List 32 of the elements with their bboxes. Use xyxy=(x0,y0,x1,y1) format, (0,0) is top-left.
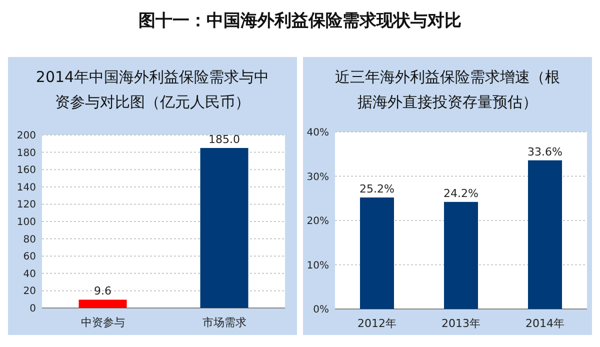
y-tick-label: 10% xyxy=(306,260,329,272)
y-tick-label: 180 xyxy=(16,148,36,159)
y-tick-label: 160 xyxy=(16,165,36,176)
y-tick-label: 120 xyxy=(16,200,36,211)
chart-title: 近三年海外利益保险需求增速（根据海外直接投资存量预估） xyxy=(335,68,560,111)
x-tick-label: 2013年 xyxy=(442,317,480,330)
data-label: 25.2% xyxy=(360,182,394,196)
y-tick-label: 140 xyxy=(16,182,36,194)
chart-title: 2014年中国海外利益保险需求与中资参与对比图（亿元人民币） xyxy=(36,68,270,111)
y-tick-label: 30% xyxy=(306,172,329,183)
x-tick-label: 2012年 xyxy=(358,317,396,330)
y-tick-label: 80 xyxy=(23,234,36,246)
y-tick-label: 40% xyxy=(306,128,329,138)
x-tick-label: 市场需求 xyxy=(202,316,246,329)
x-tick-label: 中资参与 xyxy=(80,316,125,329)
data-label: 33.6% xyxy=(528,145,562,158)
bar xyxy=(528,160,562,309)
bar xyxy=(444,202,478,309)
y-tick-label: 40 xyxy=(23,268,36,280)
data-label: 9.6 xyxy=(94,284,112,298)
x-tick-label: 2014年 xyxy=(526,317,564,330)
y-tick-label: 100 xyxy=(16,217,36,228)
y-tick-label: 200 xyxy=(16,130,36,142)
data-label: 185.0 xyxy=(208,132,240,146)
bar xyxy=(360,197,394,309)
text: 图十一：中国海外利益保险需求现状与对比 xyxy=(138,11,462,31)
y-tick-label: 0 xyxy=(30,304,36,314)
y-tick-label: 60 xyxy=(23,252,36,263)
y-tick-label: 20% xyxy=(306,216,329,227)
y-tick-label: 0% xyxy=(313,304,329,316)
data-label: 24.2% xyxy=(444,186,478,200)
y-tick-label: 20 xyxy=(23,286,36,298)
